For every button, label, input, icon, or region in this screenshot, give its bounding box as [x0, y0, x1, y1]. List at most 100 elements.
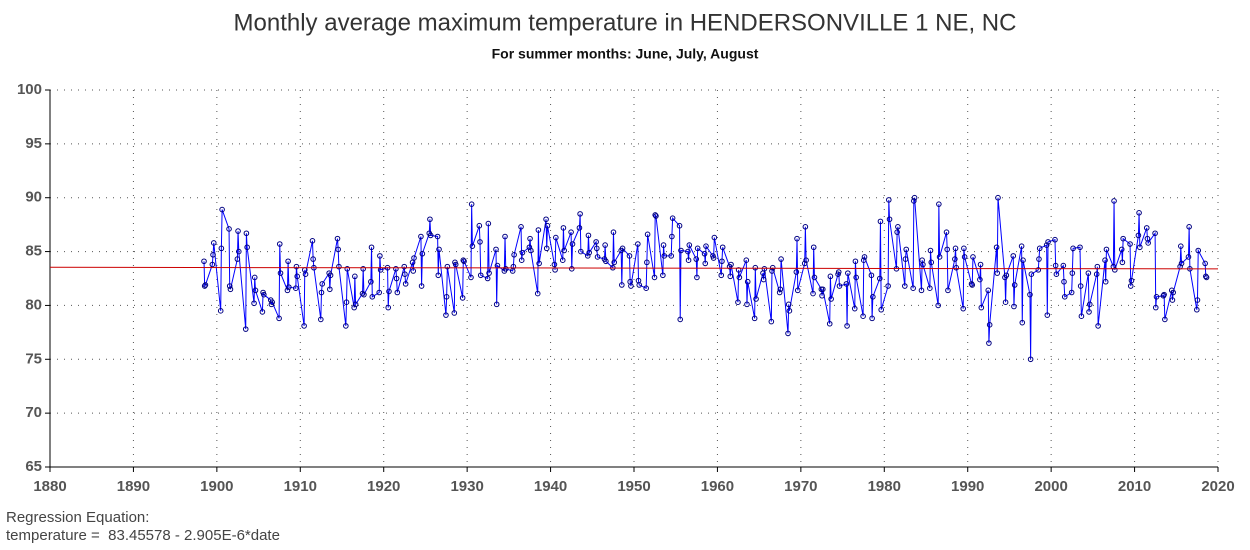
x-tick-label: 1980: [868, 478, 901, 495]
data-point: [928, 259, 935, 266]
data-point: [418, 233, 424, 240]
data-point: [376, 289, 383, 296]
data-point: [993, 244, 1000, 251]
data-point: [343, 323, 349, 329]
y-tick-label: 90: [25, 189, 42, 206]
data-point: [611, 259, 618, 266]
data-point: [202, 282, 209, 288]
data-point: [435, 272, 442, 279]
data-point: [244, 244, 250, 251]
data-point: [685, 248, 691, 255]
data-point: [895, 223, 901, 230]
data-point: [944, 246, 950, 253]
data-point: [678, 247, 684, 254]
data-point: [835, 269, 842, 275]
data-point: [469, 243, 476, 249]
data-point: [360, 266, 366, 272]
data-point: [851, 305, 858, 312]
data-point: [1135, 232, 1142, 239]
data-point: [1170, 289, 1176, 296]
data-point: [1202, 260, 1208, 267]
data-point: [828, 296, 834, 302]
data-point: [336, 263, 342, 270]
data-point: [393, 266, 399, 272]
data-point: [1003, 272, 1010, 279]
data-point: [1077, 283, 1084, 289]
data-point: [602, 242, 608, 248]
data-point: [1070, 245, 1076, 252]
data-point: [643, 285, 649, 291]
data-point: [911, 198, 917, 204]
data-point: [1019, 319, 1026, 326]
data-point: [628, 283, 634, 289]
data-point: [894, 229, 900, 235]
data-point: [235, 228, 241, 234]
data-point: [526, 244, 533, 251]
data-point: [1128, 277, 1135, 284]
data-point: [352, 273, 358, 280]
data-point: [451, 310, 458, 316]
data-point: [652, 212, 658, 218]
data-point: [553, 234, 559, 241]
data-point: [476, 222, 483, 229]
data-point: [410, 268, 417, 274]
data-point: [334, 235, 341, 242]
y-tick-label: 95: [25, 135, 42, 152]
data-point: [778, 256, 784, 262]
y-tick-label: 65: [25, 458, 42, 475]
data-point: [493, 246, 499, 253]
x-tick-label: 2010: [1118, 478, 1151, 495]
data-point: [911, 194, 918, 201]
data-point: [761, 266, 768, 272]
data-point: [276, 315, 282, 322]
data-point: [518, 223, 524, 230]
data-point: [961, 254, 968, 260]
data-point: [1028, 271, 1035, 277]
data-point: [593, 245, 600, 252]
data-point: [301, 323, 307, 329]
x-tick-label: 1920: [367, 478, 400, 495]
data-point: [701, 250, 708, 257]
data-point: [786, 308, 793, 314]
data-point: [886, 216, 893, 223]
data-point: [986, 322, 993, 328]
data-point: [1018, 243, 1025, 249]
data-point: [1045, 239, 1051, 245]
data-point: [1153, 294, 1160, 300]
data-point: [292, 285, 299, 291]
data-point: [945, 287, 951, 294]
x-tick-label: 1960: [701, 478, 734, 495]
data-point: [661, 253, 668, 259]
data-point: [1078, 313, 1085, 320]
data-point: [1061, 278, 1067, 285]
data-point: [694, 274, 700, 281]
data-point: [885, 197, 892, 203]
data-point: [527, 247, 534, 254]
data-point: [368, 278, 374, 285]
data-point: [242, 326, 249, 332]
data-point: [1203, 273, 1209, 280]
data-point: [210, 252, 216, 258]
data-point: [777, 286, 784, 293]
data-point: [1002, 299, 1009, 305]
data-point: [559, 257, 566, 263]
data-point: [1161, 291, 1167, 298]
annotation: Regression Equation:: [6, 509, 149, 526]
x-tick-label: 1930: [450, 478, 483, 495]
data-point: [1169, 297, 1176, 303]
x-tick-label: 1910: [284, 478, 317, 495]
data-point: [251, 300, 257, 307]
data-point: [794, 235, 800, 242]
data-point: [719, 244, 726, 251]
data-point: [1103, 246, 1110, 253]
data-point: [543, 216, 549, 223]
data-point: [394, 289, 401, 296]
data-point: [327, 286, 333, 293]
y-tick-label: 70: [25, 404, 42, 421]
data-point: [753, 296, 759, 302]
data-point: [744, 301, 750, 308]
data-point: [810, 290, 816, 297]
data-point: [719, 258, 725, 265]
data-point: [411, 255, 417, 261]
data-point: [1127, 241, 1133, 247]
